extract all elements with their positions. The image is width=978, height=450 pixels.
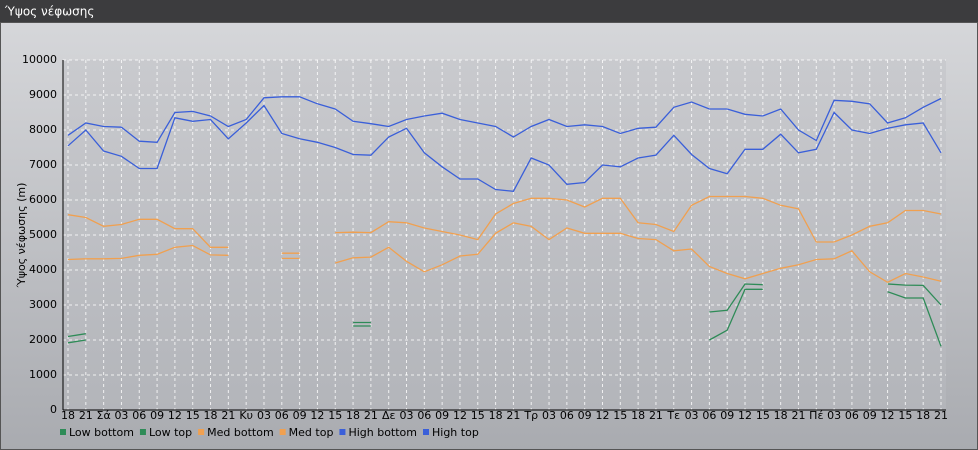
x-tick-label: 06 bbox=[845, 409, 859, 422]
x-tick-label: 15 bbox=[613, 409, 627, 422]
legend-label: Low bottom bbox=[69, 426, 134, 439]
x-tick-label: 15 bbox=[186, 409, 200, 422]
x-tick-label: 12 bbox=[453, 409, 467, 422]
x-tick-label: 18 bbox=[631, 409, 645, 422]
x-tick-label: 12 bbox=[310, 409, 324, 422]
x-tick-label: 09 bbox=[435, 409, 449, 422]
x-tick-label: 09 bbox=[863, 409, 877, 422]
x-tick-label: 15 bbox=[471, 409, 485, 422]
x-tick-label: 18 bbox=[346, 409, 360, 422]
x-tick-label: Τε bbox=[666, 409, 680, 422]
legend-label: Med top bbox=[289, 426, 334, 439]
x-tick-label: 21 bbox=[506, 409, 520, 422]
legend-swatch bbox=[139, 429, 146, 435]
series-line bbox=[67, 195, 942, 254]
x-tick-label: 03 bbox=[400, 409, 414, 422]
window-title: Ύψος νέφωσης bbox=[4, 5, 94, 19]
x-tick-label: 06 bbox=[560, 409, 574, 422]
x-tick-label: 21 bbox=[649, 409, 663, 422]
x-tick-label: 18 bbox=[61, 409, 75, 422]
x-tick-label: 12 bbox=[168, 409, 182, 422]
legend-swatch bbox=[423, 429, 429, 435]
x-tick-label: Κυ bbox=[239, 409, 253, 422]
y-axis-label: Ύψος νέφωσης (m) bbox=[15, 183, 28, 289]
x-tick-label: 09 bbox=[150, 409, 164, 422]
x-tick-label: Σά bbox=[97, 409, 111, 422]
x-tick-label: 09 bbox=[578, 409, 592, 422]
x-tick-label: 15 bbox=[898, 409, 912, 422]
y-tick-label: 6000 bbox=[29, 193, 57, 206]
legend-label: High bottom bbox=[348, 426, 417, 439]
series-line bbox=[67, 104, 942, 192]
x-tick-label: Δε bbox=[382, 409, 396, 422]
x-tick-label: 09 bbox=[720, 409, 734, 422]
series-line bbox=[67, 288, 942, 347]
x-tick-label: 15 bbox=[756, 409, 770, 422]
y-tick-label: 2000 bbox=[29, 333, 57, 346]
x-tick-label: 18 bbox=[774, 409, 788, 422]
legend-label: Low top bbox=[149, 426, 192, 439]
x-tick-label: 03 bbox=[542, 409, 556, 422]
x-tick-label: 12 bbox=[738, 409, 752, 422]
x-tick-label: 12 bbox=[595, 409, 609, 422]
x-tick-label: 18 bbox=[204, 409, 218, 422]
y-tick-label: 7000 bbox=[29, 158, 57, 171]
legend-swatch bbox=[60, 429, 66, 435]
x-tick-label: 03 bbox=[257, 409, 271, 422]
x-tick-label: 03 bbox=[114, 409, 128, 422]
y-tick-label: 1000 bbox=[29, 368, 57, 381]
series-line bbox=[67, 283, 942, 338]
x-tick-label: 18 bbox=[489, 409, 503, 422]
y-tick-label: 10000 bbox=[22, 53, 57, 66]
x-tick-label: 21 bbox=[221, 409, 235, 422]
x-tick-label: 09 bbox=[293, 409, 307, 422]
legend-swatch bbox=[339, 429, 346, 435]
y-tick-label: 3000 bbox=[29, 298, 57, 311]
legend-swatch bbox=[279, 429, 286, 435]
x-tick-label: 21 bbox=[791, 409, 805, 422]
y-tick-label: 8000 bbox=[29, 123, 57, 136]
x-tick-label: 03 bbox=[685, 409, 699, 422]
legend-label: Med bottom bbox=[207, 426, 274, 439]
x-tick-label: 06 bbox=[275, 409, 289, 422]
x-tick-label: 06 bbox=[702, 409, 716, 422]
series-line bbox=[67, 222, 942, 284]
legend-label: High top bbox=[432, 426, 479, 439]
x-tick-label: 21 bbox=[79, 409, 93, 422]
y-tick-label: 9000 bbox=[29, 88, 57, 101]
x-tick-label: Τρ bbox=[523, 409, 538, 422]
x-tick-label: 21 bbox=[934, 409, 948, 422]
x-tick-label: 03 bbox=[827, 409, 841, 422]
y-tick-label: 4000 bbox=[29, 263, 57, 276]
x-tick-label: 18 bbox=[916, 409, 930, 422]
x-tick-label: 21 bbox=[364, 409, 378, 422]
x-tick-label: 12 bbox=[881, 409, 895, 422]
x-tick-label: 15 bbox=[328, 409, 342, 422]
y-tick-label: 5000 bbox=[29, 228, 57, 241]
legend-swatch bbox=[198, 429, 205, 435]
title-bar bbox=[0, 0, 978, 22]
series-line bbox=[67, 96, 942, 143]
y-tick-label: 0 bbox=[50, 403, 57, 416]
x-tick-label: 06 bbox=[417, 409, 431, 422]
x-tick-label: 06 bbox=[132, 409, 146, 422]
x-tick-label: Πέ bbox=[809, 409, 823, 422]
